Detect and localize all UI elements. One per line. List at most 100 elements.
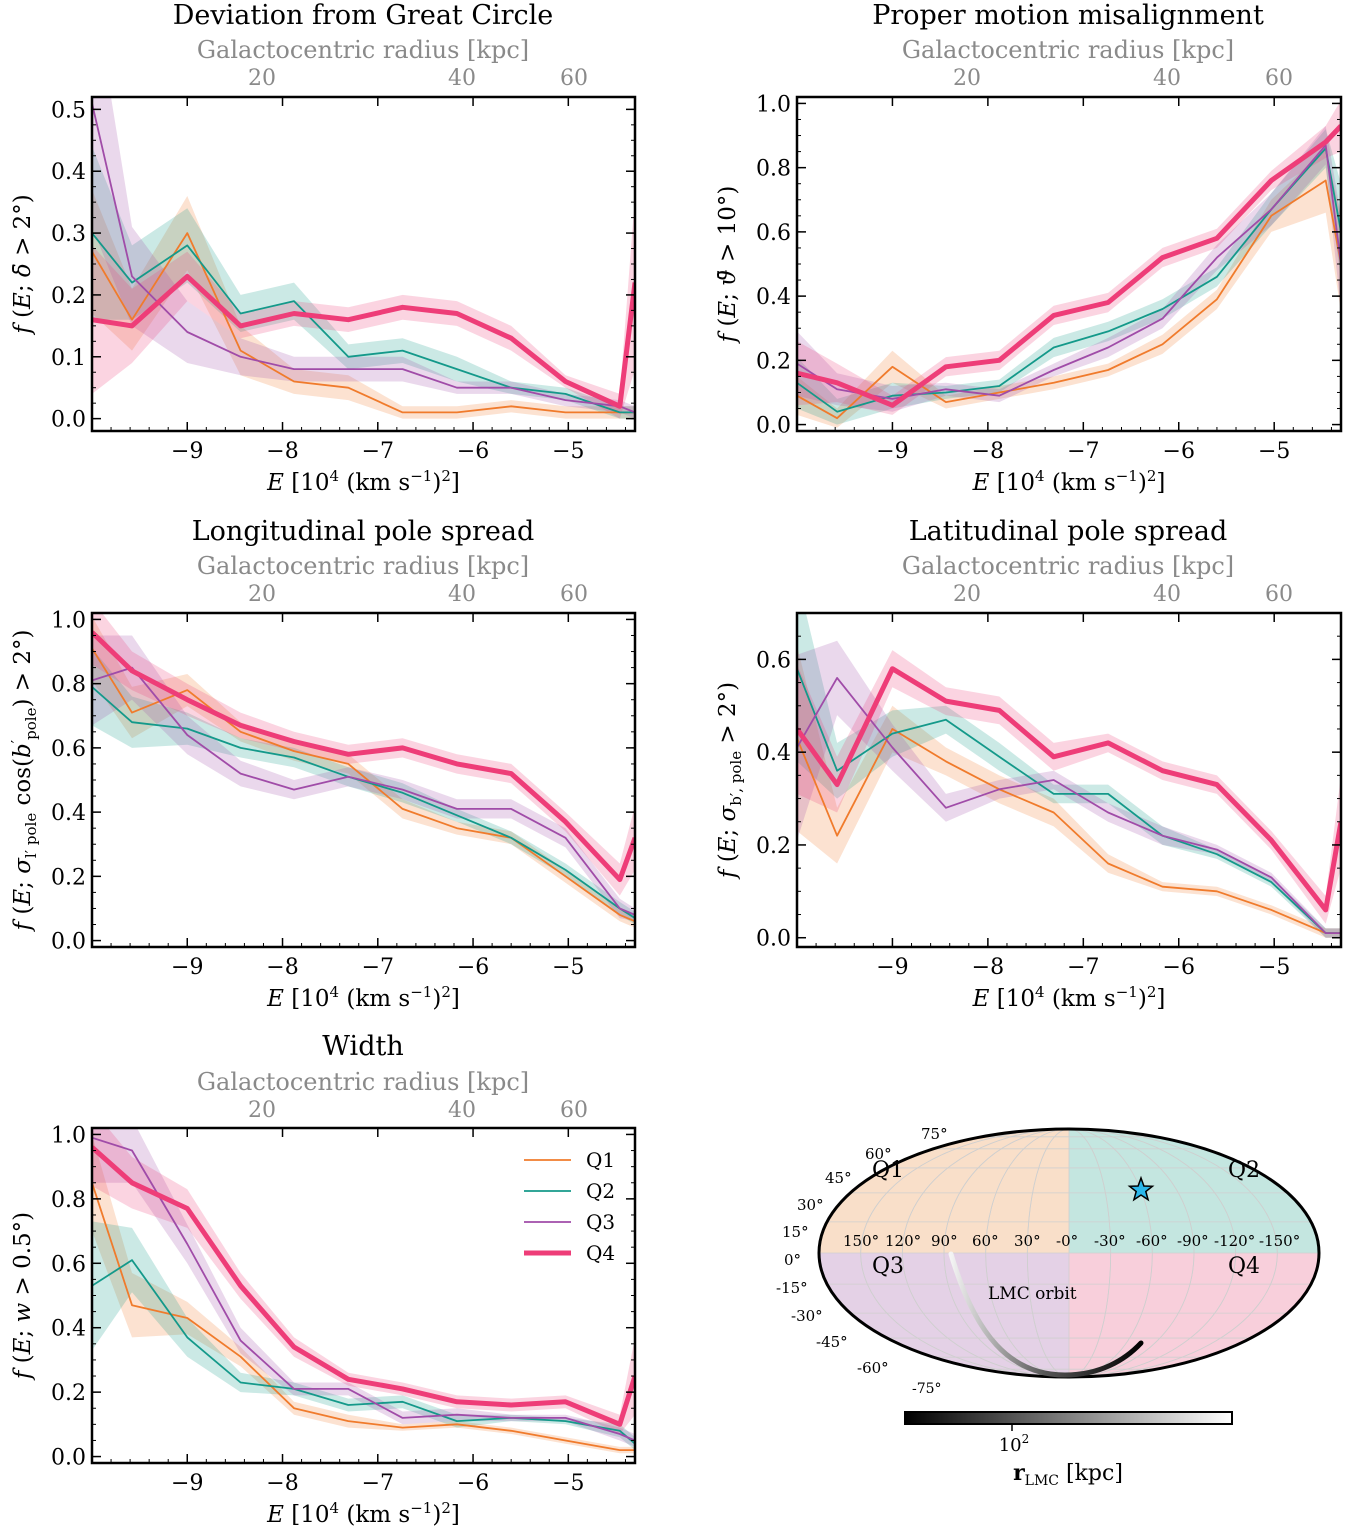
map-lat-label: -15°	[776, 1279, 808, 1297]
series-line-q3	[92, 666, 635, 916]
map-lat-label: 45°	[825, 1169, 852, 1187]
uncertainty-band-q4	[797, 100, 1341, 415]
top-tick-label: 40	[448, 1098, 476, 1123]
series-line-q2	[797, 668, 1341, 934]
top-tick-label: 20	[248, 1098, 276, 1123]
x-tick-label: −7	[362, 1471, 394, 1496]
map-lat-label: -45°	[816, 1333, 848, 1351]
series-line-q4	[797, 666, 1341, 913]
top-axis-label: Galactocentric radius [kpc]	[902, 552, 1234, 580]
series-line-q3	[797, 144, 1341, 400]
map-graticule	[819, 1129, 1319, 1377]
chart-title: Longitudinal pole spread	[192, 516, 535, 547]
plot-area	[797, 100, 1341, 428]
colorbar-tick-label: 102	[999, 1432, 1030, 1456]
y-tick-label: 0.8	[51, 673, 86, 698]
uncertainty-band-q2	[797, 129, 1341, 425]
x-tick-label: −5	[552, 439, 584, 464]
y-tick-label: 0.2	[756, 349, 791, 374]
x-axis-label: E [104 (km s−1)2]	[972, 467, 1166, 496]
map-lon-label: 30°	[1014, 1232, 1041, 1250]
chart-panels: −9 −8 −7 −6 −5 0.0 0.1 0.2 0.3 0.4 0.5 Deviation fr…	[8, 0, 1343, 1528]
top-axis-label: Galactocentric radius [kpc]	[902, 36, 1234, 64]
y-axis-label: f (E; σb′, pole > 2°)	[715, 682, 745, 880]
map-latitude-labels: 75° 60° 45° 30° 15° 0° -15° -30° -45° -6…	[776, 1125, 948, 1397]
map-lon-label: 120°	[885, 1232, 921, 1250]
x-tick-label: −7	[362, 439, 394, 464]
y-tick-label: 0.4	[756, 741, 791, 766]
map-lat-label: 15°	[782, 1223, 809, 1241]
x-tick-label: −8	[266, 439, 298, 464]
uncertainty-band-q2	[92, 648, 635, 925]
uncertainty-band-q3	[92, 1128, 635, 1447]
legend-label: Q1	[586, 1148, 615, 1172]
y-tick-label: 0.0	[51, 408, 86, 433]
y-tick-label: 0.5	[51, 98, 86, 123]
x-tick-label: −6	[1163, 439, 1195, 464]
plot-area	[92, 1128, 635, 1454]
plot-area	[92, 97, 635, 419]
map-lat-label: 75°	[921, 1125, 948, 1143]
x-tick-label: −9	[171, 439, 203, 464]
y-tick-label: 1.0	[51, 1123, 86, 1148]
map-lon-label: 60°	[972, 1232, 999, 1250]
x-tick-label: −7	[362, 955, 394, 980]
y-tick-label: 0.6	[756, 221, 791, 246]
legend-label: Q2	[586, 1179, 615, 1203]
top-tick-label: 40	[448, 66, 476, 91]
x-tick-label: −6	[457, 1471, 489, 1496]
map-lon-label: 150°	[843, 1232, 879, 1250]
map-quadrant-label-q1: Q1	[872, 1158, 904, 1183]
y-tick-label: 1.0	[756, 92, 791, 117]
y-tick-label: 0.0	[51, 930, 86, 955]
series-line-q4	[92, 630, 635, 883]
y-tick-label: 0.4	[51, 160, 86, 185]
x-tick-label: −6	[457, 439, 489, 464]
colorbar-group: 102 rLMC [kpc]	[904, 1411, 1233, 1489]
uncertainty-band-q1	[92, 616, 635, 928]
series-line-q1	[92, 1182, 635, 1451]
map-lat-label: -60°	[857, 1359, 889, 1377]
plot-frame	[795, 611, 1343, 949]
lmc-orbit-path	[948, 1251, 1144, 1378]
y-tick-label: 0.6	[51, 1252, 86, 1277]
y-axis-label: f (E; σl′ pole cos(b′pole) > 2°)	[8, 630, 40, 933]
top-axis-label: Galactocentric radius [kpc]	[197, 1068, 529, 1096]
top-tick-label: 60	[560, 1098, 588, 1123]
y-tick-label: 0.2	[51, 284, 86, 309]
x-tick-label: −5	[552, 955, 584, 980]
y-tick-label: 0.4	[756, 285, 791, 310]
y-tick-label: 0.0	[51, 1446, 86, 1471]
chart-title: Proper motion misalignment	[872, 0, 1264, 31]
chart-panel: −9 −8 −7 −6 −5 0.0 0.1 0.2 0.3 0.4 0.5 Deviation fr…	[10, 0, 637, 496]
map-lat-label: -75°	[912, 1381, 942, 1397]
x-tick-label: −9	[171, 1471, 203, 1496]
uncertainty-band-q2	[92, 146, 635, 419]
series-line-q2	[92, 686, 635, 919]
y-tick-label: 1.0	[51, 608, 86, 633]
chart-panel: −9 −8 −7 −6 −5 0.0 0.2 0.4 0.6 0.8 1.0 Proper motio…	[715, 0, 1343, 496]
x-axis-label: E [104 (km s−1)2]	[972, 983, 1166, 1012]
y-tick-label: 0.8	[756, 157, 791, 182]
map-lat-label: 30°	[797, 1196, 824, 1214]
series-line-q3	[92, 102, 635, 414]
map-lat-label: 60°	[865, 1145, 892, 1163]
map-longitude-labels: 150° 120° 90° 60° 30° -0° -30° -60° -90°…	[843, 1232, 1300, 1250]
x-tick-label: −7	[1067, 955, 1099, 980]
chart-panel: −9 −8 −7 −6 −5 0.0 0.2 0.4 0.6 0.8 1.0 Longitudinal…	[8, 516, 637, 1012]
plot-area	[797, 613, 1341, 938]
x-tick-label: −8	[266, 1471, 298, 1496]
series-line-q4	[92, 1145, 635, 1427]
colorbar-bar	[904, 1411, 1233, 1425]
top-axis-label: Galactocentric radius [kpc]	[197, 36, 529, 64]
y-tick-label: 0.0	[756, 927, 791, 952]
uncertainty-band-q4	[92, 196, 635, 419]
y-axis-label: f (E; w > 0.5°)	[10, 1212, 36, 1381]
map-lon-label: -150°	[1259, 1232, 1300, 1250]
top-tick-label: 40	[1153, 66, 1181, 91]
top-tick-label: 20	[953, 582, 981, 607]
map-lon-label: -60°	[1136, 1232, 1168, 1250]
x-axis-label: E [104 (km s−1)2]	[266, 1499, 460, 1528]
top-tick-label: 40	[1153, 582, 1181, 607]
